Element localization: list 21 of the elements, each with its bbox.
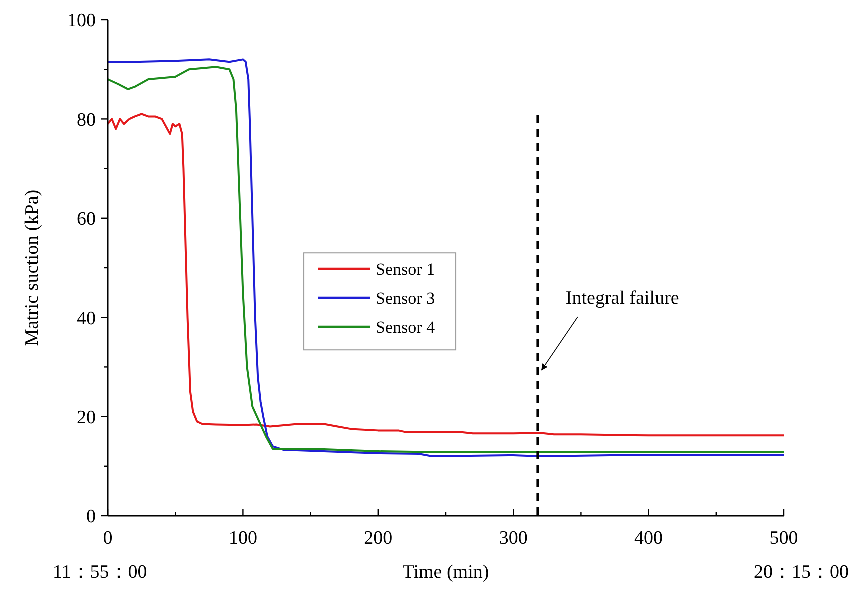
x-axis-title: Time (min) (402, 562, 490, 583)
x-tick-label: 200 (364, 528, 393, 549)
x-tick-label: 500 (770, 528, 798, 549)
x-tick-label: 100 (228, 528, 258, 549)
y-tick-label: 60 (77, 209, 96, 230)
legend-label: Sensor 3 (376, 289, 436, 308)
y-tick-label: 40 (77, 308, 96, 330)
annotation: Integral failure (566, 288, 680, 310)
y-tick-label: 80 (77, 110, 96, 131)
y-axis-title: Matric suction (kPa) (22, 190, 43, 346)
text: 20：15：00 (754, 562, 849, 583)
text: 11：55：00 (53, 562, 148, 583)
legend-label: Sensor 4 (376, 318, 436, 338)
y-tick-label: 0 (86, 506, 96, 528)
line-series (107, 113, 785, 437)
y-tick-label: 100 (68, 10, 96, 32)
x-tick-label: 400 (634, 528, 664, 549)
x-tick-label: 0 (103, 528, 113, 549)
y-tick-label: 20 (77, 407, 96, 428)
x-tick-label: 300 (499, 528, 528, 549)
legend-label: Sensor 1 (376, 260, 436, 280)
